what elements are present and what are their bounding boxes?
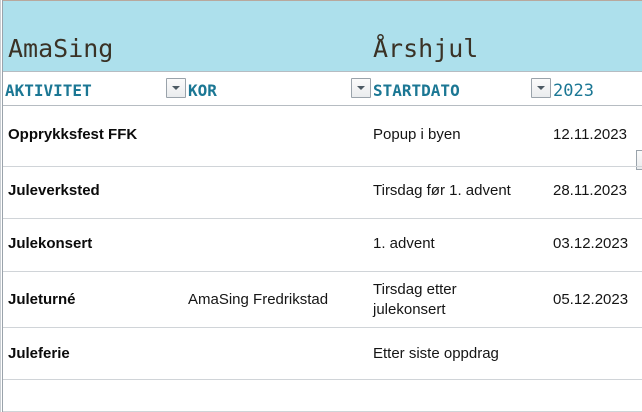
table-row[interactable]: Opprykksfest FFK Popup i byen 12.11.2023: [3, 106, 642, 166]
grid-line-row-3: [3, 271, 642, 272]
document-title: Årshjul: [373, 34, 479, 63]
cell-startdato: Popup i byen: [373, 126, 461, 143]
cell-dato: 05.12.2023: [553, 291, 629, 308]
organisation-title: AmaSing: [8, 34, 114, 63]
cell-startdato: Tirsdag før 1. advent: [373, 182, 511, 199]
cell-dato: 03.12.2023: [553, 235, 629, 252]
cell-dato: 28.11.2023: [553, 182, 627, 199]
table-row[interactable]: Juleturné AmaSing Fredrikstad Tirsdag et…: [3, 272, 642, 327]
filter-dropdown-next-column[interactable]: [636, 150, 642, 170]
sheet-left-border: [2, 0, 3, 412]
table-row[interactable]: Juleferie Etter siste oppdrag: [3, 328, 642, 379]
column-header-kor-label: KOR: [188, 81, 217, 100]
filter-dropdown-kor[interactable]: [351, 78, 371, 98]
column-header-year-label: 2023: [553, 81, 594, 101]
sheet-left-edge-line: [0, 0, 1, 412]
title-banner: AmaSing Årshjul: [3, 0, 642, 72]
table-row[interactable]: [3, 380, 642, 411]
cell-startdato: Tirsdag etter julekonsert: [373, 281, 457, 318]
cell-aktivitet: Juleverksted: [8, 182, 100, 199]
grid-line-row-5: [3, 379, 642, 380]
cell-aktivitet: Julekonsert: [8, 235, 93, 252]
grid-line-header-top: [3, 71, 642, 72]
cell-dato: 12.11.2023: [553, 126, 627, 143]
cell-aktivitet: Juleferie: [8, 345, 70, 362]
table-row[interactable]: Julekonsert 1. advent 03.12.2023: [3, 219, 642, 271]
column-header-startdato-label: STARTDATO: [373, 81, 460, 100]
column-header-aktivitet-label: AKTIVITET: [5, 81, 92, 100]
cell-aktivitet: Juleturné: [8, 291, 76, 308]
grid-line-header-bottom: [3, 105, 642, 106]
cell-startdato: 1. advent: [373, 235, 435, 252]
grid-line-row-4: [3, 327, 642, 328]
cell-kor: AmaSing Fredrikstad: [188, 291, 329, 308]
grid-line-row-2: [3, 218, 642, 219]
cell-startdato: Etter siste oppdrag: [373, 345, 499, 362]
table-header-row: AKTIVITET KOR STARTDATO 2023: [3, 72, 642, 170]
filter-dropdown-startdato[interactable]: [531, 78, 551, 98]
table-row[interactable]: Juleverksted Tirsdag før 1. advent 28.11…: [3, 167, 642, 218]
grid-line-row-1: [3, 166, 642, 167]
filter-dropdown-aktivitet[interactable]: [166, 78, 186, 98]
cell-aktivitet: Opprykksfest FFK: [8, 126, 138, 143]
